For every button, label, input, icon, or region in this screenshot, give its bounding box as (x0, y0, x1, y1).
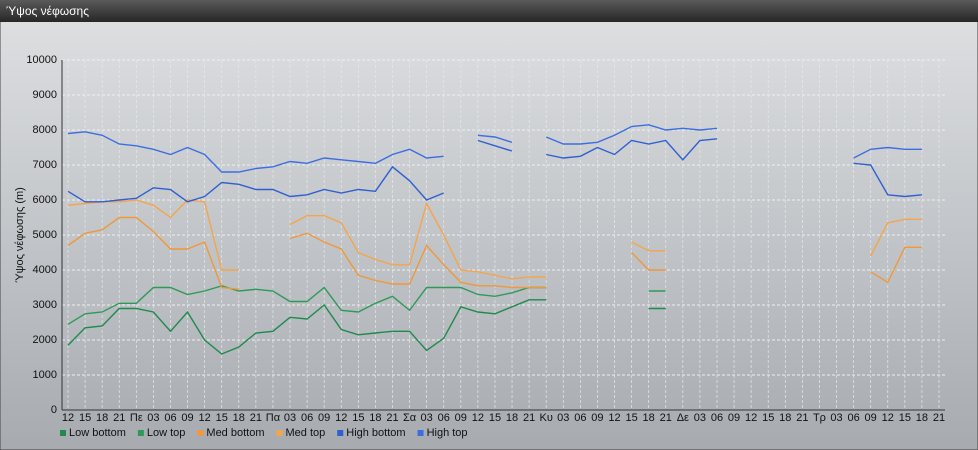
x-tick-label: 18 (506, 412, 518, 424)
x-tick-label: 09 (455, 412, 467, 424)
legend-swatch (276, 430, 283, 436)
x-tick-label: Δε (677, 412, 689, 424)
legend-label: Med top (286, 427, 326, 439)
legend-swatch (337, 430, 344, 436)
x-tick-label: 21 (250, 412, 262, 424)
y-tick-label: 1000 (33, 369, 57, 381)
x-tick-label: 03 (284, 412, 296, 424)
y-tick-label: 8000 (33, 124, 57, 136)
x-tick-label: 12 (608, 412, 620, 424)
x-tick-label: Κυ (540, 412, 553, 424)
x-tick-label: 03 (147, 412, 159, 424)
window-title: Ύψος νέφωσης (6, 4, 89, 18)
x-tick-label: Πε (130, 412, 143, 424)
x-tick-label: 06 (574, 412, 586, 424)
y-tick-label: 5000 (33, 229, 57, 241)
x-tick-label: 18 (643, 412, 655, 424)
x-tick-label: 15 (899, 412, 911, 424)
x-tick-label: 03 (557, 412, 569, 424)
legend-swatch (137, 430, 144, 436)
x-tick-label: 21 (660, 412, 672, 424)
legend-swatch (60, 430, 66, 436)
x-tick-label: 06 (164, 412, 176, 424)
series-line (67, 285, 666, 325)
x-tick-label: Πα (266, 412, 281, 424)
x-tick-label: 18 (779, 412, 791, 424)
x-tick-label: 09 (181, 412, 193, 424)
x-tick-label: 12 (745, 412, 757, 424)
x-tick-label: 15 (762, 412, 774, 424)
x-tick-label: 18 (96, 412, 108, 424)
x-tick-label: 15 (352, 412, 364, 424)
x-tick-label: 12 (472, 412, 484, 424)
y-tick-label: 4000 (33, 264, 57, 276)
x-tick-label: Σα (403, 412, 417, 424)
x-tick-label: 03 (694, 412, 706, 424)
legend-label: Low bottom (69, 427, 126, 439)
y-axis-label: Ύψος νέφωσης (m) (14, 187, 26, 283)
y-tick-label: 2000 (33, 334, 57, 346)
y-tick-label: 3000 (33, 299, 57, 311)
x-tick-label: 15 (79, 412, 91, 424)
legend-label: Low top (147, 427, 186, 439)
x-tick-label: 06 (711, 412, 723, 424)
legend-label: Med bottom (206, 427, 264, 439)
x-tick-label: 12 (62, 412, 74, 424)
x-tick-label: 03 (421, 412, 433, 424)
x-tick-label: 09 (865, 412, 877, 424)
x-tick-label: 21 (113, 412, 125, 424)
y-tick-label: 7000 (33, 159, 57, 171)
y-tick-label: 9000 (33, 89, 57, 101)
y-tick-label: 10000 (26, 54, 57, 66)
x-tick-label: 09 (728, 412, 740, 424)
y-tick-label: 6000 (33, 194, 57, 206)
legend-swatch (417, 430, 424, 436)
title-bar (0, 0, 978, 22)
x-tick-label: 09 (318, 412, 330, 424)
legend-label: High top (427, 427, 468, 439)
x-tick-label: 15 (216, 412, 228, 424)
x-tick-label: 06 (847, 412, 859, 424)
x-tick-label: 03 (830, 412, 842, 424)
x-tick-label: 15 (489, 412, 501, 424)
series-line (67, 124, 922, 173)
series-line (67, 216, 922, 290)
x-tick-label: 12 (335, 412, 347, 424)
x-tick-label: 06 (301, 412, 313, 424)
x-tick-label: 21 (386, 412, 398, 424)
y-tick-label: 0 (51, 404, 57, 416)
x-tick-label: 12 (882, 412, 894, 424)
x-tick-label: 18 (369, 412, 381, 424)
x-tick-label: 21 (933, 412, 945, 424)
series-line (67, 199, 922, 280)
x-tick-label: 21 (796, 412, 808, 424)
legend-swatch (197, 430, 204, 436)
x-tick-label: 15 (625, 412, 637, 424)
x-tick-label: 18 (233, 412, 245, 424)
series-line (67, 299, 666, 355)
x-tick-label: Τρ (813, 412, 826, 424)
x-tick-label: 12 (199, 412, 211, 424)
x-tick-label: 21 (523, 412, 535, 424)
legend-label: High bottom (346, 427, 405, 439)
x-tick-label: 06 (438, 412, 450, 424)
x-tick-label: 18 (916, 412, 928, 424)
series-line (67, 138, 922, 203)
x-tick-label: 09 (591, 412, 603, 424)
